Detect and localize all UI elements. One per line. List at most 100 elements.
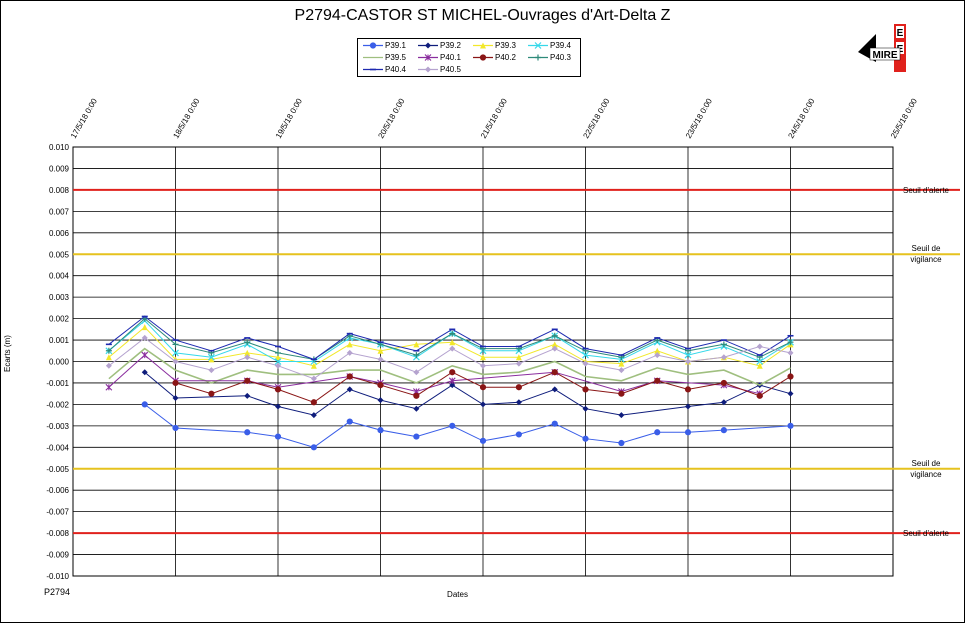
data-point bbox=[787, 390, 794, 397]
threshold-label: Seuil d'alerte bbox=[903, 529, 949, 539]
data-point bbox=[244, 429, 251, 436]
x-tick-label: 18/5/18 0:00 bbox=[171, 96, 201, 140]
series-line bbox=[144, 404, 791, 448]
legend-swatch bbox=[473, 54, 493, 61]
series-P39.2 bbox=[141, 369, 794, 419]
data-point bbox=[684, 351, 692, 359]
legend-swatch bbox=[418, 42, 438, 49]
legend-swatch bbox=[418, 54, 438, 61]
data-point bbox=[618, 390, 625, 397]
data-point bbox=[551, 386, 558, 393]
data-point bbox=[684, 386, 692, 393]
legend-swatch bbox=[418, 66, 438, 73]
data-point bbox=[449, 422, 456, 429]
data-point bbox=[274, 386, 282, 393]
data-point bbox=[310, 412, 317, 419]
data-point bbox=[141, 324, 148, 331]
y-tick-label: 0.010 bbox=[49, 143, 70, 152]
series-P39.1 bbox=[141, 401, 794, 451]
data-point bbox=[720, 341, 727, 348]
data-point bbox=[172, 341, 179, 348]
data-point bbox=[787, 349, 794, 356]
data-point bbox=[172, 358, 179, 365]
y-tick-label: 0.003 bbox=[49, 293, 70, 302]
data-point bbox=[654, 377, 661, 384]
legend-label: P40.1 bbox=[440, 53, 461, 62]
data-point bbox=[413, 352, 420, 359]
data-point bbox=[787, 339, 794, 346]
data-point bbox=[369, 42, 377, 49]
data-point bbox=[274, 358, 282, 365]
data-point bbox=[105, 354, 112, 361]
data-point bbox=[618, 412, 625, 419]
data-point bbox=[756, 358, 764, 365]
legend-swatch bbox=[473, 42, 493, 49]
data-point bbox=[208, 367, 215, 374]
data-point bbox=[449, 369, 456, 376]
series-P39.4 bbox=[105, 317, 794, 365]
y-tick-label: 0.000 bbox=[49, 358, 70, 367]
data-point bbox=[274, 433, 282, 440]
x-tick-label: 21/5/18 0:00 bbox=[479, 96, 509, 140]
y-tick-label: -0.010 bbox=[46, 572, 69, 581]
data-point bbox=[654, 352, 661, 359]
data-point bbox=[449, 330, 456, 337]
legend-label: P40.4 bbox=[385, 65, 406, 74]
data-point bbox=[377, 381, 384, 389]
data-point bbox=[515, 431, 522, 438]
data-point bbox=[551, 341, 558, 348]
data-point bbox=[684, 429, 692, 436]
x-tick-label: 22/5/18 0:00 bbox=[581, 96, 611, 140]
data-point bbox=[244, 392, 251, 399]
legend-label: P40.5 bbox=[440, 65, 461, 74]
data-point bbox=[685, 403, 691, 410]
legend-label: P40.3 bbox=[550, 53, 571, 62]
data-point bbox=[756, 362, 763, 369]
data-point bbox=[582, 386, 589, 393]
y-tick-label: 0.008 bbox=[49, 186, 70, 195]
data-point bbox=[618, 439, 625, 447]
y-tick-label: -0.003 bbox=[46, 422, 69, 431]
legend-swatch bbox=[528, 54, 548, 61]
data-point bbox=[582, 405, 589, 412]
data-point bbox=[551, 332, 558, 339]
data-point bbox=[310, 444, 317, 451]
y-tick-label: 0.009 bbox=[49, 164, 70, 173]
data-point bbox=[618, 360, 625, 367]
x-tick-label: 19/5/18 0:00 bbox=[274, 96, 304, 140]
y-tick-label: 0.005 bbox=[49, 250, 70, 259]
threshold-label: Seuil de vigilance bbox=[910, 244, 942, 265]
data-point bbox=[480, 362, 486, 369]
data-point bbox=[244, 339, 251, 346]
data-point bbox=[413, 369, 420, 376]
data-point bbox=[756, 392, 763, 399]
data-point bbox=[479, 384, 487, 391]
data-point bbox=[275, 362, 281, 369]
x-axis-label: Dates bbox=[447, 590, 468, 599]
data-point bbox=[244, 377, 251, 384]
y-tick-label: -0.001 bbox=[46, 379, 69, 388]
x-tick-label: 20/5/18 0:00 bbox=[376, 96, 406, 140]
data-point bbox=[551, 420, 558, 427]
data-point bbox=[346, 341, 353, 348]
data-point bbox=[346, 349, 353, 356]
data-point bbox=[244, 349, 251, 356]
y-tick-label: -0.007 bbox=[46, 508, 69, 517]
legend-label: P39.1 bbox=[385, 41, 406, 50]
legend-swatch bbox=[528, 42, 548, 49]
data-point bbox=[582, 360, 589, 367]
data-point bbox=[515, 384, 522, 391]
data-point bbox=[720, 399, 727, 406]
data-point bbox=[720, 379, 727, 387]
y-tick-label: 0.004 bbox=[49, 272, 70, 281]
data-point bbox=[208, 390, 215, 397]
data-point bbox=[425, 42, 431, 49]
data-point bbox=[479, 437, 487, 444]
data-point bbox=[346, 418, 353, 425]
data-point bbox=[244, 354, 251, 361]
data-point bbox=[377, 427, 384, 434]
data-point bbox=[515, 360, 522, 367]
data-point bbox=[377, 397, 384, 404]
x-tick-label: 25/5/18 0:00 bbox=[889, 96, 919, 140]
data-point bbox=[654, 429, 661, 436]
